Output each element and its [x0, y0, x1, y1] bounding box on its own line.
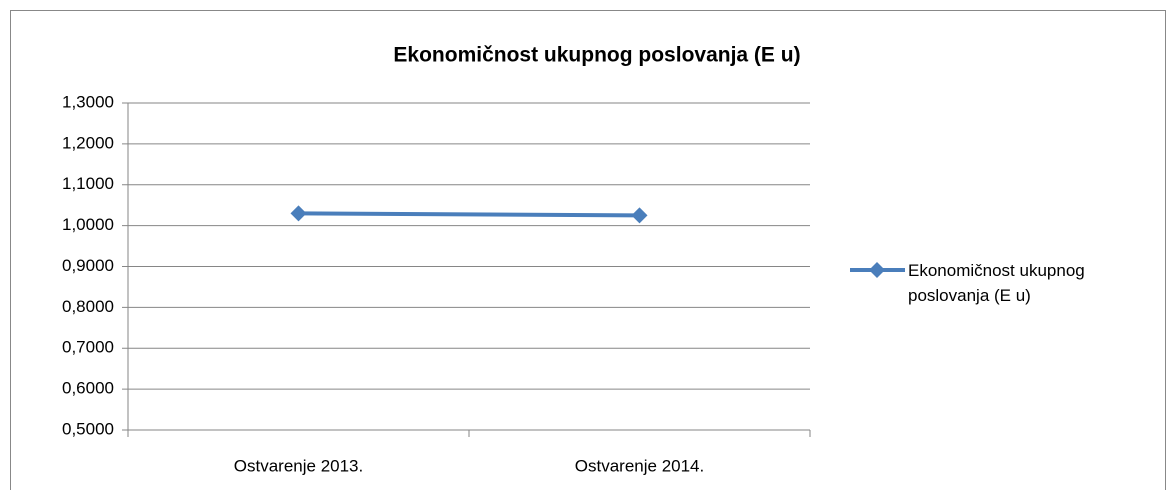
chart-frame	[10, 10, 1166, 490]
marker	[290, 205, 307, 222]
y-tick-label: 0,5000	[62, 419, 114, 438]
legend-label: Ekonomičnost ukupnog poslovanja (E u)	[908, 261, 1085, 305]
y-tick-label: 0,8000	[62, 297, 114, 316]
chart-title: Ekonomičnost ukupnog poslovanja (E u)	[393, 44, 800, 67]
y-tick-label: 1,0000	[62, 215, 114, 234]
y-tick-label: 0,6000	[62, 379, 114, 398]
marker	[631, 207, 648, 224]
legend-marker	[869, 262, 885, 278]
x-tick-label: Ostvarenje 2013.	[234, 456, 363, 475]
y-tick-label: 1,2000	[62, 133, 114, 152]
line	[298, 211, 640, 218]
y-tick-label: 1,1000	[62, 174, 114, 193]
y-tick-label: 0,7000	[62, 338, 114, 357]
y-tick-label: 0,9000	[62, 256, 114, 275]
x-tick-label: Ostvarenje 2014.	[575, 456, 704, 475]
y-tick-label: 1,3000	[62, 92, 114, 111]
